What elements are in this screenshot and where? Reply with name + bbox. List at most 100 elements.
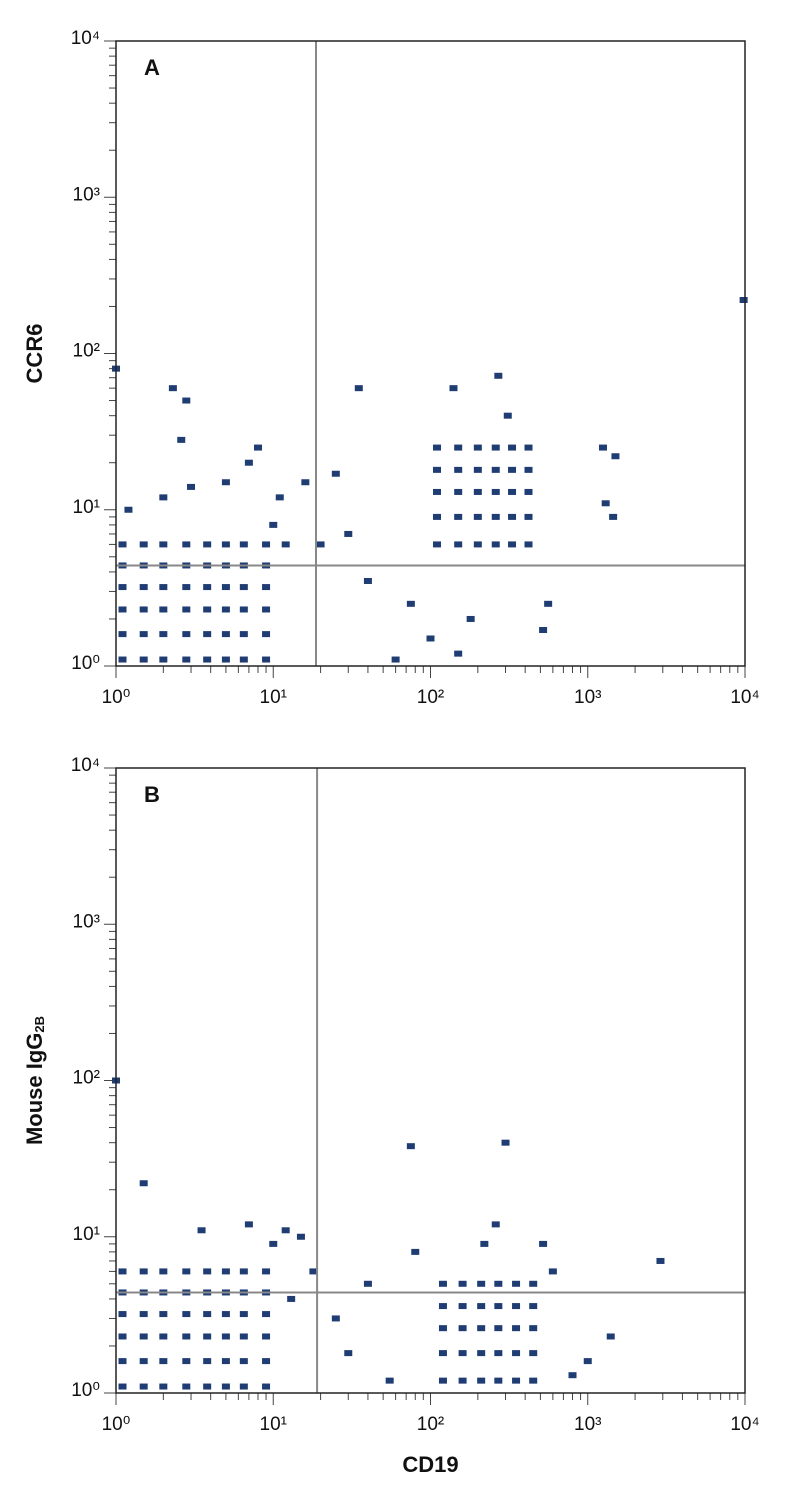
point (139, 656, 148, 663)
point (458, 1280, 467, 1287)
point (454, 466, 463, 473)
point (331, 470, 340, 477)
point (269, 1240, 278, 1247)
y-axis-label: Mouse IgG2B (22, 1016, 48, 1145)
plot-frame (115, 767, 746, 1394)
point (159, 1383, 168, 1390)
point (139, 606, 148, 613)
point (182, 1358, 191, 1365)
y-axis-label-sub: 2B (32, 1016, 47, 1033)
point (458, 1377, 467, 1384)
point (203, 656, 212, 663)
panel-label: B (144, 782, 160, 807)
point (529, 1325, 538, 1332)
point (477, 1350, 486, 1357)
x-tick-label: 10⁰ (102, 1414, 131, 1435)
point (454, 541, 463, 548)
point (477, 1303, 486, 1310)
point (524, 513, 533, 520)
point (269, 521, 278, 528)
point (203, 606, 212, 613)
point (480, 1240, 489, 1247)
y-tick-label: 10¹ (73, 1224, 100, 1245)
y-tick-label: 10² (73, 341, 100, 362)
point (262, 1268, 271, 1275)
point (454, 488, 463, 495)
x-tick-label: 10⁴ (730, 687, 759, 708)
point (262, 1383, 271, 1390)
x-axis-label: CD19 (402, 1452, 458, 1477)
point (406, 600, 415, 607)
point (262, 631, 271, 638)
point (433, 488, 442, 495)
point (385, 1377, 394, 1384)
point (221, 541, 230, 548)
y-tick-label: 10⁰ (71, 653, 100, 674)
point (182, 656, 191, 663)
point (449, 385, 458, 392)
point (406, 1143, 415, 1150)
point (568, 1372, 577, 1379)
point (477, 1280, 486, 1287)
point (262, 541, 271, 548)
point (197, 1227, 206, 1234)
point (182, 584, 191, 591)
point (296, 1233, 305, 1240)
x-tick-label: 10² (417, 687, 444, 708)
point (159, 631, 168, 638)
point (139, 584, 148, 591)
point (508, 444, 517, 451)
point (139, 1268, 148, 1275)
point (454, 444, 463, 451)
point (524, 444, 533, 451)
point (221, 1358, 230, 1365)
point (159, 656, 168, 663)
point (182, 606, 191, 613)
x-tick-label: 10³ (574, 1414, 601, 1435)
point (331, 1315, 340, 1322)
point (262, 1333, 271, 1340)
point (159, 494, 168, 501)
point (118, 541, 127, 548)
point (182, 397, 191, 404)
point (512, 1350, 521, 1357)
point (363, 577, 372, 584)
point (611, 453, 620, 460)
point (391, 656, 400, 663)
point (491, 541, 500, 548)
point (159, 606, 168, 613)
point (239, 1383, 248, 1390)
point (606, 1333, 615, 1340)
point (239, 656, 248, 663)
point (239, 606, 248, 613)
point (281, 541, 290, 548)
point (438, 1303, 447, 1310)
point (239, 584, 248, 591)
point (433, 466, 442, 473)
point (139, 1358, 148, 1365)
point (458, 1350, 467, 1357)
y-tick-label: 10⁰ (71, 1380, 100, 1401)
x-tick-label: 10¹ (260, 687, 287, 708)
point (262, 1358, 271, 1365)
points (112, 296, 748, 663)
point (433, 513, 442, 520)
point (262, 656, 271, 663)
point (182, 1311, 191, 1318)
point (239, 1333, 248, 1340)
point (477, 1377, 486, 1384)
point (139, 1333, 148, 1340)
point (656, 1257, 665, 1264)
point (203, 1358, 212, 1365)
point (316, 541, 325, 548)
point (508, 466, 517, 473)
point (411, 1248, 420, 1255)
point (309, 1268, 318, 1275)
y-tick-label: 10⁴ (71, 755, 100, 776)
point (221, 479, 230, 486)
point (159, 1311, 168, 1318)
point (601, 500, 610, 507)
point (281, 1227, 290, 1234)
y-tick-label: 10³ (73, 911, 100, 932)
point (203, 1268, 212, 1275)
